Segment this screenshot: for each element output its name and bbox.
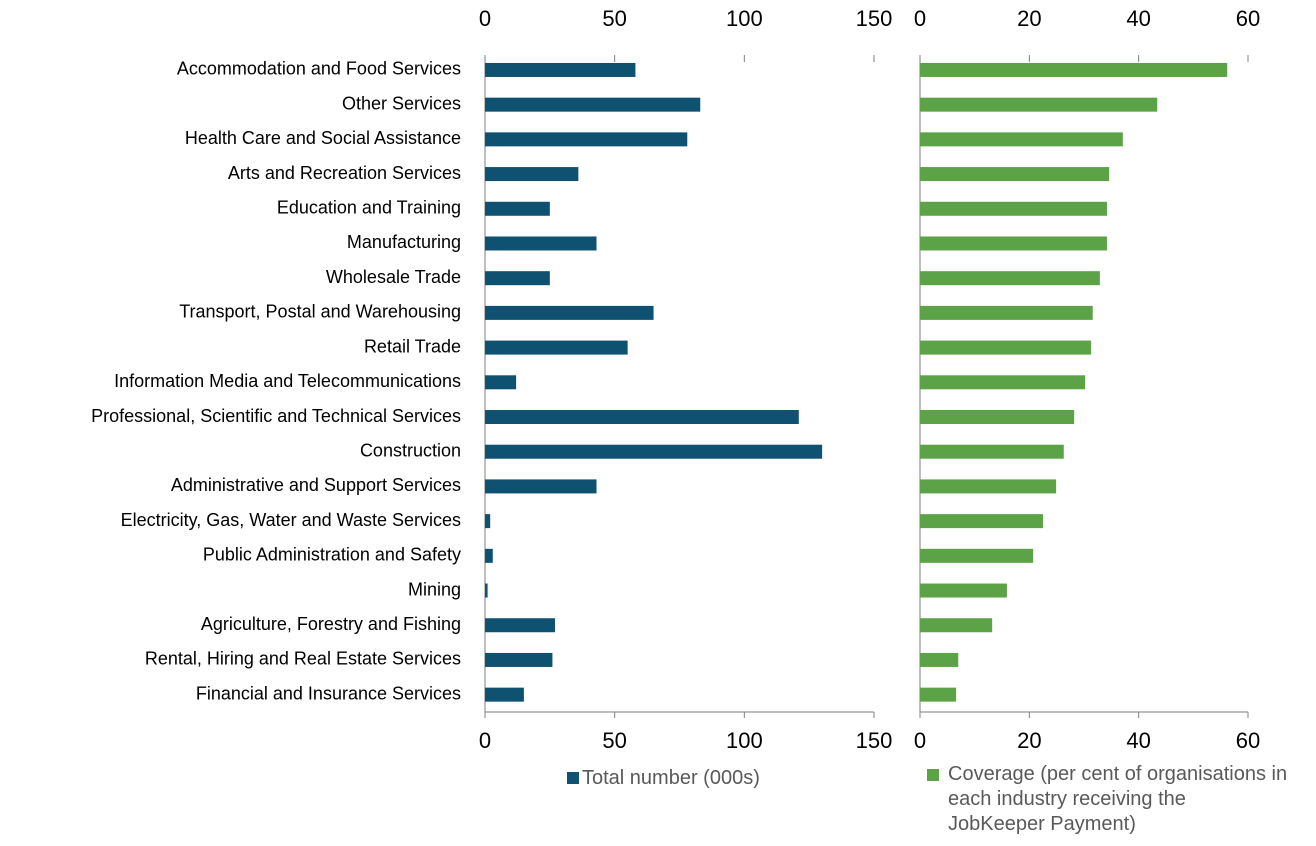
bar [920, 444, 1064, 459]
bar [920, 340, 1092, 355]
category-label: Information Media and Telecommunications [114, 371, 461, 391]
legend-label: Total number (000s) [582, 767, 760, 789]
x-tick-label: 0 [914, 6, 926, 31]
category-label: Rental, Hiring and Real Estate Services [145, 649, 461, 669]
legend-label: Coverage (per cent of organisations in e… [948, 763, 1288, 835]
bar [920, 97, 1158, 112]
bar [920, 514, 1043, 529]
bar [920, 687, 957, 702]
category-label: Accommodation and Food Services [177, 59, 461, 79]
category-label: Arts and Recreation Services [228, 163, 461, 183]
bar [920, 236, 1107, 251]
category-label: Mining [408, 579, 461, 599]
x-tick-label: 50 [602, 6, 626, 31]
bar [920, 583, 1007, 598]
category-label: Agriculture, Forestry and Fishing [201, 614, 461, 634]
bar [920, 548, 1034, 563]
category-label: Transport, Postal and Warehousing [179, 302, 461, 322]
x-tick-label: 0 [479, 728, 491, 753]
bar [485, 201, 550, 216]
bar [485, 444, 823, 459]
x-tick-label: 50 [602, 728, 626, 753]
category-label: Health Care and Social Assistance [185, 128, 461, 148]
x-tick-label: 40 [1126, 6, 1150, 31]
category-label: Other Services [342, 93, 461, 113]
category-label: Manufacturing [347, 232, 461, 252]
x-tick-label: 60 [1236, 6, 1260, 31]
category-label: Financial and Insurance Services [196, 683, 461, 703]
bar [920, 167, 1110, 182]
x-tick-label: 40 [1126, 728, 1150, 753]
bar [485, 167, 579, 182]
x-tick-label: 60 [1236, 728, 1260, 753]
bar [920, 201, 1107, 216]
bar [485, 410, 799, 425]
bar [485, 583, 488, 598]
x-tick-label: 150 [856, 6, 893, 31]
category-label: Retail Trade [364, 336, 461, 356]
category-label: Public Administration and Safety [203, 545, 461, 565]
bar [920, 305, 1093, 320]
category-label: Wholesale Trade [326, 267, 461, 287]
x-tick-label: 20 [1017, 728, 1041, 753]
bar [485, 132, 688, 147]
bar [485, 548, 493, 563]
category-label: Electricity, Gas, Water and Waste Servic… [121, 510, 461, 530]
x-tick-label: 20 [1017, 6, 1041, 31]
x-tick-label: 150 [856, 728, 893, 753]
bar [920, 62, 1228, 77]
x-tick-label: 100 [726, 728, 763, 753]
bar [485, 687, 524, 702]
bar [485, 236, 597, 251]
bar [920, 132, 1123, 147]
bar [485, 305, 654, 320]
bar [485, 340, 628, 355]
bar [920, 271, 1100, 286]
x-tick-label: 100 [726, 6, 763, 31]
bar [485, 271, 550, 286]
legend-swatch [567, 772, 579, 784]
legend-swatch [927, 769, 939, 781]
bar [920, 410, 1075, 425]
bar [485, 514, 491, 529]
bar [485, 97, 701, 112]
bar [920, 479, 1057, 494]
category-label: Professional, Scientific and Technical S… [91, 406, 461, 426]
x-tick-label: 0 [479, 6, 491, 31]
bar [485, 62, 636, 77]
bar [485, 375, 517, 390]
bar [920, 375, 1086, 390]
category-label: Construction [360, 440, 461, 460]
bar [485, 618, 556, 633]
bar [485, 652, 553, 667]
bar [485, 479, 597, 494]
x-tick-label: 0 [914, 728, 926, 753]
category-label: Education and Training [277, 198, 461, 218]
bar [920, 618, 993, 633]
category-label: Administrative and Support Services [171, 475, 461, 495]
bar [920, 652, 959, 667]
